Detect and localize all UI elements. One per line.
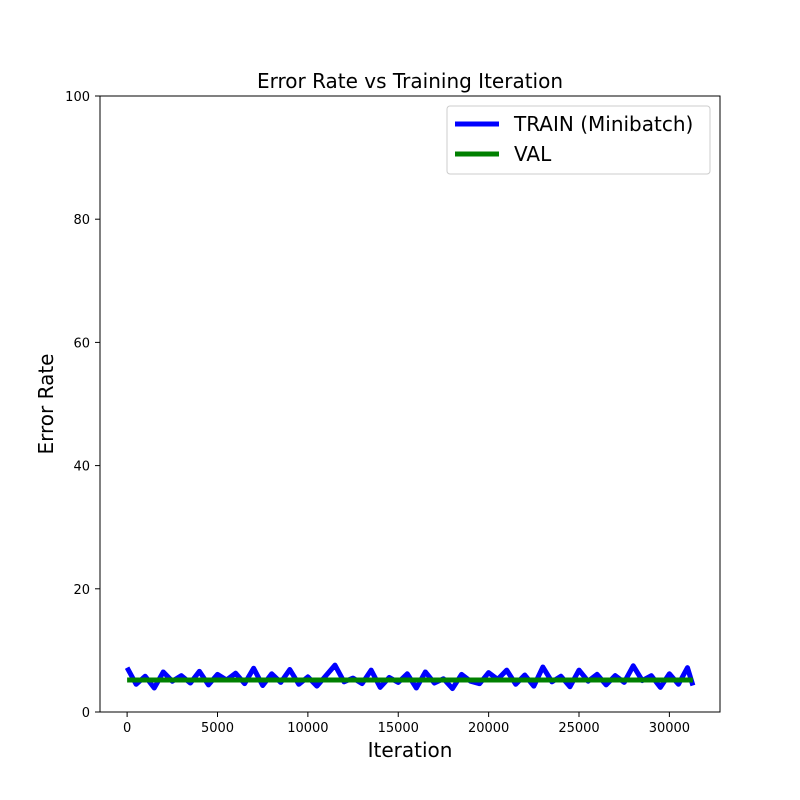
series-layer <box>124 662 696 692</box>
x-tick-label: 10000 <box>287 721 328 736</box>
legend-label-train: TRAIN (Minibatch) <box>513 112 693 136</box>
y-axis: 0 20 40 60 80 100 <box>65 90 100 721</box>
x-tick-label: 20000 <box>468 721 509 736</box>
x-tick-label: 0 <box>123 721 131 736</box>
y-tick-label: 100 <box>65 90 90 105</box>
chart-title: Error Rate vs Training Iteration <box>257 69 563 93</box>
y-tick-label: 60 <box>73 336 90 351</box>
x-tick-label: 5000 <box>201 721 234 736</box>
x-tick-label: 30000 <box>649 721 690 736</box>
x-axis-label: Iteration <box>368 738 453 762</box>
legend-label-val: VAL <box>514 142 552 166</box>
plot-area <box>100 96 720 712</box>
y-axis-label: Error Rate <box>34 354 58 455</box>
x-tick-label: 15000 <box>378 721 419 736</box>
y-tick-label: 80 <box>73 213 90 228</box>
legend: TRAIN (Minibatch) VAL <box>446 105 711 175</box>
y-tick-label: 0 <box>82 706 90 721</box>
x-tick-label: 25000 <box>558 721 599 736</box>
y-tick-label: 40 <box>73 460 90 475</box>
legend-box <box>446 105 711 175</box>
y-tick-label: 20 <box>73 583 90 598</box>
plot-frame <box>99 95 721 713</box>
x-axis: 0 5000 10000 15000 20000 25000 30000 <box>123 712 690 736</box>
